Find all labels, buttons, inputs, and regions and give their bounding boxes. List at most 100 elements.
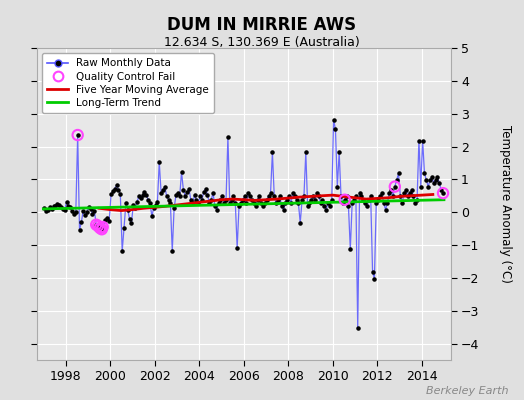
Point: [138, 192, 147, 198]
Point: [122, 200, 130, 206]
Point: [49, 203, 58, 210]
Point: [237, 200, 245, 206]
Point: [241, 193, 249, 200]
Point: [73, 132, 82, 138]
Y-axis label: Temperature Anomaly (°C): Temperature Anomaly (°C): [499, 125, 512, 283]
Point: [335, 149, 343, 156]
Point: [407, 187, 416, 193]
Legend: Raw Monthly Data, Quality Control Fail, Five Year Moving Average, Long-Term Tren: Raw Monthly Data, Quality Control Fail, …: [42, 53, 214, 113]
Point: [402, 187, 410, 193]
Point: [302, 149, 310, 156]
Point: [77, 219, 85, 225]
Point: [225, 200, 234, 206]
Point: [203, 192, 212, 198]
Point: [230, 193, 238, 200]
Point: [205, 200, 214, 206]
Point: [390, 183, 399, 190]
Point: [157, 190, 166, 196]
Point: [268, 149, 277, 156]
Point: [431, 177, 440, 183]
Point: [170, 205, 178, 212]
Point: [294, 200, 302, 206]
Point: [389, 193, 397, 200]
Point: [218, 193, 226, 200]
Point: [435, 180, 443, 186]
Point: [57, 204, 65, 210]
Point: [428, 174, 436, 180]
Point: [385, 190, 394, 196]
Point: [285, 193, 293, 200]
Point: [289, 190, 297, 196]
Point: [209, 190, 217, 196]
Point: [252, 203, 260, 210]
Point: [125, 216, 134, 223]
Point: [363, 203, 371, 210]
Point: [248, 196, 256, 203]
Point: [350, 196, 358, 203]
Point: [192, 196, 201, 203]
Point: [165, 196, 173, 203]
Point: [231, 200, 239, 206]
Point: [368, 269, 377, 275]
Point: [60, 206, 69, 213]
Point: [365, 196, 373, 203]
Point: [396, 193, 405, 200]
Point: [216, 196, 225, 203]
Point: [439, 190, 447, 196]
Point: [279, 206, 288, 213]
Point: [220, 200, 228, 206]
Point: [86, 206, 95, 212]
Point: [198, 196, 206, 203]
Point: [381, 206, 390, 213]
Point: [116, 191, 125, 197]
Point: [322, 206, 330, 213]
Point: [383, 200, 391, 206]
Point: [133, 198, 141, 205]
Point: [409, 193, 418, 200]
Point: [426, 177, 434, 183]
Point: [378, 190, 386, 196]
Point: [309, 193, 318, 200]
Point: [168, 248, 177, 254]
Point: [161, 183, 169, 190]
Point: [392, 177, 401, 183]
Point: [433, 174, 442, 180]
Point: [120, 225, 128, 231]
Point: [300, 193, 308, 200]
Point: [439, 190, 447, 196]
Point: [346, 246, 355, 252]
Point: [272, 200, 280, 206]
Point: [142, 192, 150, 198]
Point: [211, 203, 219, 210]
Point: [263, 196, 271, 203]
Point: [159, 187, 167, 193]
Point: [196, 193, 204, 200]
Point: [331, 126, 340, 133]
Point: [311, 196, 319, 203]
Point: [424, 183, 432, 190]
Point: [254, 196, 262, 203]
Point: [129, 202, 137, 208]
Point: [303, 203, 312, 210]
Point: [81, 212, 89, 219]
Point: [107, 191, 115, 197]
Point: [379, 200, 388, 206]
Point: [97, 226, 106, 232]
Point: [265, 193, 273, 200]
Point: [222, 196, 230, 203]
Point: [326, 203, 334, 210]
Point: [287, 200, 295, 206]
Point: [437, 187, 445, 193]
Point: [411, 200, 419, 206]
Point: [341, 196, 349, 203]
Point: [140, 189, 149, 195]
Point: [73, 132, 82, 138]
Point: [298, 196, 306, 203]
Point: [100, 224, 108, 230]
Point: [155, 159, 163, 166]
Point: [96, 225, 104, 231]
Point: [55, 202, 63, 208]
Point: [395, 170, 403, 177]
Point: [341, 196, 349, 203]
Point: [390, 183, 399, 190]
